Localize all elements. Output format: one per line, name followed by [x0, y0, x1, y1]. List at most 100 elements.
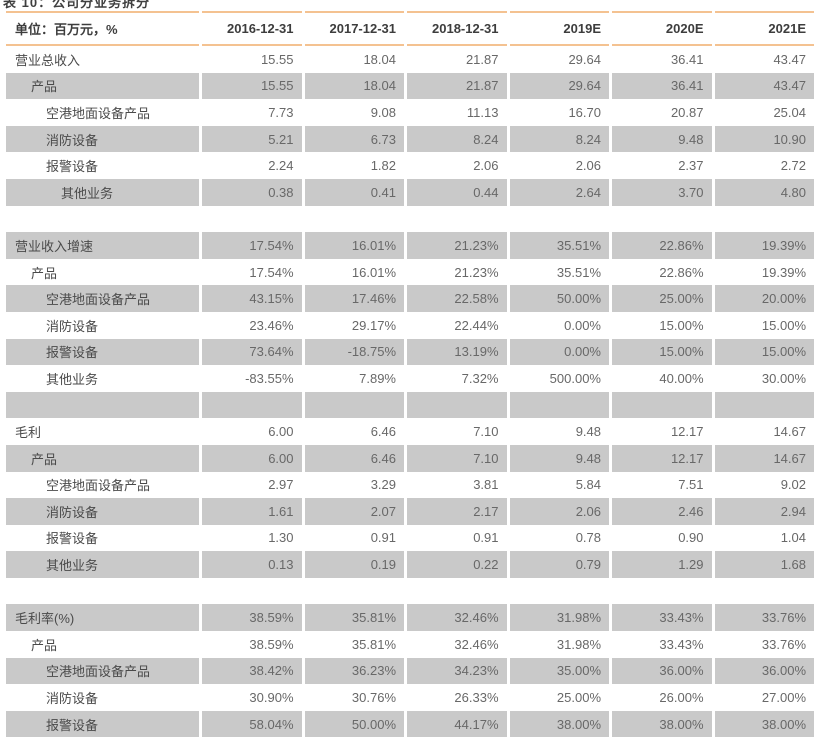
value-cell: 22.86% [612, 232, 712, 259]
value-cell: 9.48 [509, 444, 609, 472]
spacer-cell [6, 206, 199, 233]
row-label: 报警设备 [46, 531, 99, 547]
value-cell: 16.70 [568, 104, 601, 120]
spacer-cell [407, 206, 507, 233]
value-cell: 2.46 [612, 498, 712, 525]
value-cell: 35.51% [509, 232, 609, 259]
spacer-cell [305, 578, 405, 605]
spacer-cell [202, 206, 302, 233]
unit-label: 单位：百万元，% [6, 11, 199, 46]
spacer-cell [407, 578, 507, 605]
row-label: 产品 [31, 637, 58, 653]
value-cell: 12.17 [612, 444, 712, 472]
spacer-cell [510, 578, 610, 605]
value-cell: 5.21 [202, 125, 302, 153]
value-cell: 16.01% [351, 264, 396, 280]
value-cell: 22.86% [659, 264, 704, 280]
row-label: 空港地面设备产品 [46, 478, 151, 494]
col-header-2019e: 2019E [509, 11, 609, 46]
value-cell: 4.80 [714, 178, 814, 206]
value-cell: 11.13 [466, 104, 499, 120]
table-row: 空港地面设备产品 38.42% 36.23% 34.23% 35.00% 36.00% 36… [6, 657, 814, 685]
value-cell: 33.43% [612, 604, 712, 632]
spacer-cell [202, 391, 302, 419]
value-cell: 17.54% [249, 264, 294, 280]
value-cell: 36.41 [670, 51, 704, 67]
value-cell: 9.08 [370, 104, 396, 120]
row-label: 报警设备 [6, 710, 199, 738]
value-cell: 15.00% [714, 338, 814, 366]
table-row: 空港地面设备产品 2.97 3.29 3.81 5.84 7.51 9.02 [6, 472, 814, 499]
value-cell: 35.81% [304, 604, 404, 632]
spacer-cell [715, 206, 815, 233]
value-cell: 18.04 [304, 72, 404, 100]
table-row: 报警设备 73.64% -18.75% 13.19% 0.00% 15.00% 15.00% [6, 338, 814, 366]
row-label: 空港地面设备产品 [46, 105, 151, 121]
table-row: 毛利率(%) 38.59% 35.81% 32.46% 31.98% 33.43% 33.7… [6, 604, 814, 632]
col-header-2020e: 2020E [612, 11, 712, 46]
value-cell: 23.46% [249, 317, 294, 333]
value-cell: 35.51% [556, 264, 601, 280]
value-cell: 12.17 [670, 424, 704, 440]
value-cell: 36.41 [612, 72, 712, 100]
table-row: 产品 15.55 18.04 21.87 29.64 36.41 43.47 [6, 72, 814, 100]
col-header-2017-12-31: 2017-12-31 [304, 11, 404, 46]
value-cell: 9.48 [612, 125, 712, 153]
value-cell: 18.04 [363, 51, 396, 67]
value-cell: 36.00% [612, 657, 712, 685]
value-cell: 0.19 [304, 551, 404, 578]
row-label: 消防设备 [6, 125, 199, 153]
value-cell: 21.87 [465, 51, 499, 67]
value-cell: 1.68 [714, 551, 814, 578]
value-cell: 26.33% [454, 690, 499, 706]
value-cell: 25.04 [773, 104, 806, 120]
spacer-cell [715, 578, 815, 605]
value-cell: 0.38 [202, 178, 302, 206]
value-cell: 2.07 [304, 498, 404, 525]
value-cell: 7.51 [678, 477, 704, 493]
value-cell: 29.64 [568, 51, 601, 67]
value-cell: 0.78 [575, 530, 601, 546]
table-row: 空港地面设备产品 7.73 9.08 11.13 16.70 20.87 25.04 [6, 99, 814, 126]
value-cell: 33.76% [761, 636, 806, 652]
value-cell: 2.97 [268, 477, 294, 493]
spacer-cell [6, 578, 199, 605]
value-cell: 38.00% [509, 710, 609, 738]
value-cell: 3.70 [612, 178, 712, 206]
value-cell: 0.41 [304, 178, 404, 206]
value-cell: 15.00% [612, 338, 712, 366]
value-cell: 43.15% [202, 285, 302, 312]
value-cell: 2.06 [509, 498, 609, 525]
value-cell: 30.90% [249, 690, 294, 706]
row-label: 其他业务 [6, 178, 199, 206]
value-cell: 6.00 [202, 444, 302, 472]
value-cell: 6.46 [304, 444, 404, 472]
value-cell: 14.67 [714, 444, 814, 472]
value-cell: 7.10 [473, 424, 499, 440]
table-row: 报警设备 1.30 0.91 0.91 0.78 0.90 1.04 [6, 525, 814, 552]
table-row: 产品 6.00 6.46 7.10 9.48 12.17 14.67 [6, 444, 814, 472]
value-cell: 9.48 [575, 424, 601, 440]
value-cell: 38.59% [202, 604, 302, 632]
value-cell: 29.64 [509, 72, 609, 100]
value-cell: 21.23% [407, 232, 507, 259]
value-cell: 35.81% [351, 636, 396, 652]
value-cell: 35.00% [509, 657, 609, 685]
value-cell: 20.87 [670, 104, 704, 120]
value-cell: 34.23% [407, 657, 507, 685]
table-row: 报警设备 2.24 1.82 2.06 2.06 2.37 2.72 [6, 152, 814, 179]
table-row: 毛利 6.00 6.46 7.10 9.48 12.17 14.67 [6, 418, 814, 445]
spacer-cell [510, 206, 610, 233]
table-row: 消防设备 30.90% 30.76% 26.33% 25.00% 26.00% 27.00% [6, 684, 814, 711]
value-cell: 2.17 [407, 498, 507, 525]
value-cell: 29.17% [351, 317, 396, 333]
table-body: 营业总收入 15.55 18.04 21.87 29.64 36.41 43.47 产品 15.… [6, 46, 814, 739]
col-header-2018-12-31: 2018-12-31 [407, 11, 507, 46]
table-row: 其他业务 -83.55% 7.89% 7.32% 500.00% 40.00% 30.00% [6, 365, 814, 392]
spacer-row [6, 206, 814, 233]
value-cell: 50.00% [509, 285, 609, 312]
value-cell: 43.47 [773, 51, 806, 67]
value-cell: 3.29 [370, 477, 396, 493]
value-cell: 20.00% [714, 285, 814, 312]
